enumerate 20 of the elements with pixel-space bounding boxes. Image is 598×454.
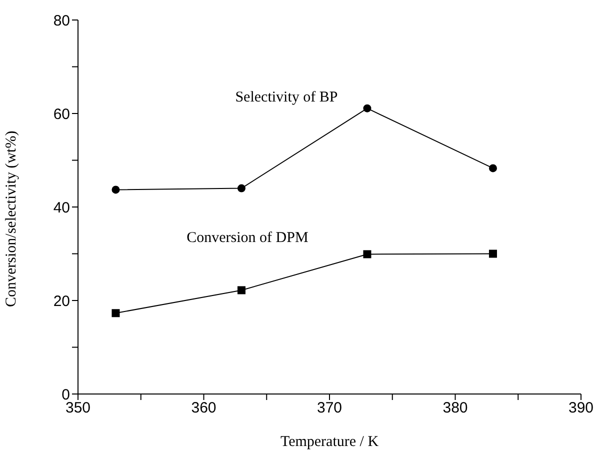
y-tick-label: 80 [53,12,70,30]
x-tick-label: 360 [191,400,216,417]
x-tick-label: 380 [442,400,468,417]
point [237,286,246,294]
point [488,164,497,172]
point [112,186,120,194]
series-label: Selectivity of BP [235,89,338,106]
y-tick-label: 40 [53,199,70,216]
point [112,309,120,318]
x-axis-title: Temperature / K [280,434,379,450]
point [237,184,246,192]
y-axis-title: Conversion/selectivity (wt%) [3,130,20,307]
y-tick-label: 60 [53,106,70,123]
point [488,250,497,258]
y-tick-label: 20 [53,292,70,310]
x-tick-label: 390 [568,400,594,417]
series-label: Conversion of DPM [186,230,308,246]
x-tick-label: 370 [316,400,342,417]
point [363,104,372,112]
point [363,250,372,258]
